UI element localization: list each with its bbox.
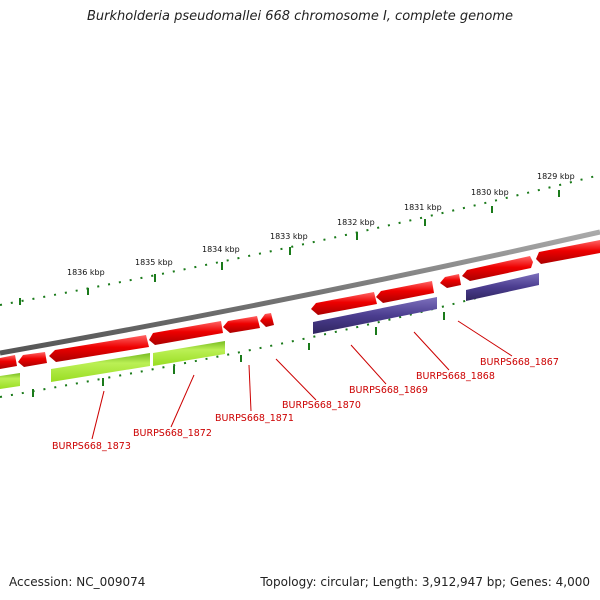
scale-label-1834: 1834 kbp	[202, 245, 240, 254]
gene-arrow[interactable]	[311, 292, 377, 315]
scale-label-1832: 1832 kbp	[337, 218, 375, 227]
feature-bar[interactable]	[153, 341, 225, 366]
gene-bar[interactable]	[313, 297, 437, 334]
feature-bar[interactable]	[0, 373, 20, 389]
scale-label-1833: 1833 kbp	[270, 232, 308, 241]
gene-label-1868[interactable]: BURPS668_1868	[416, 371, 495, 382]
gene-arrow[interactable]	[536, 240, 600, 264]
gene-label-1870[interactable]: BURPS668_1870	[282, 400, 361, 411]
scale-label-1836: 1836 kbp	[67, 268, 105, 277]
gene-arrow[interactable]	[0, 355, 17, 369]
gene-label-1871[interactable]: BURPS668_1871	[215, 413, 294, 424]
gene-arrow[interactable]	[49, 335, 149, 362]
gene-arrow[interactable]	[462, 256, 533, 281]
gene-label-1869[interactable]: BURPS668_1869	[349, 385, 428, 396]
scale-label-1831: 1831 kbp	[404, 203, 442, 212]
gene-arrow[interactable]	[149, 321, 223, 345]
gene-arrow[interactable]	[223, 316, 260, 333]
gene-arrow[interactable]	[18, 352, 47, 367]
outer-major-ticks	[19, 190, 560, 305]
accession-text: Accession: NC_009074	[9, 575, 146, 589]
scale-label-1835: 1835 kbp	[135, 258, 173, 267]
chromosome-backbone	[0, 229, 600, 356]
genome-summary-text: Topology: circular; Length: 3,912,947 bp…	[260, 575, 590, 589]
feature-bar[interactable]	[51, 353, 150, 382]
gene-arrow[interactable]	[260, 313, 274, 327]
other-features	[0, 341, 225, 389]
label-leader-lines	[91, 320, 513, 440]
gene-label-1867[interactable]: BURPS668_1867	[480, 357, 559, 368]
reverse-strand-genes	[313, 273, 539, 334]
gene-label-1873[interactable]: BURPS668_1873	[52, 441, 131, 452]
scale-label-1829: 1829 kbp	[537, 172, 575, 181]
scale-label-1830: 1830 kbp	[471, 188, 509, 197]
gene-arrow[interactable]	[376, 281, 434, 303]
map-title: Burkholderia pseudomallei 668 chromosome…	[86, 9, 514, 24]
forward-strand-genes	[0, 240, 600, 369]
inner-major-ticks	[32, 312, 445, 397]
gene-bar[interactable]	[466, 273, 539, 301]
gene-arrow[interactable]	[440, 274, 461, 288]
gene-label-1872[interactable]: BURPS668_1872	[133, 428, 212, 439]
